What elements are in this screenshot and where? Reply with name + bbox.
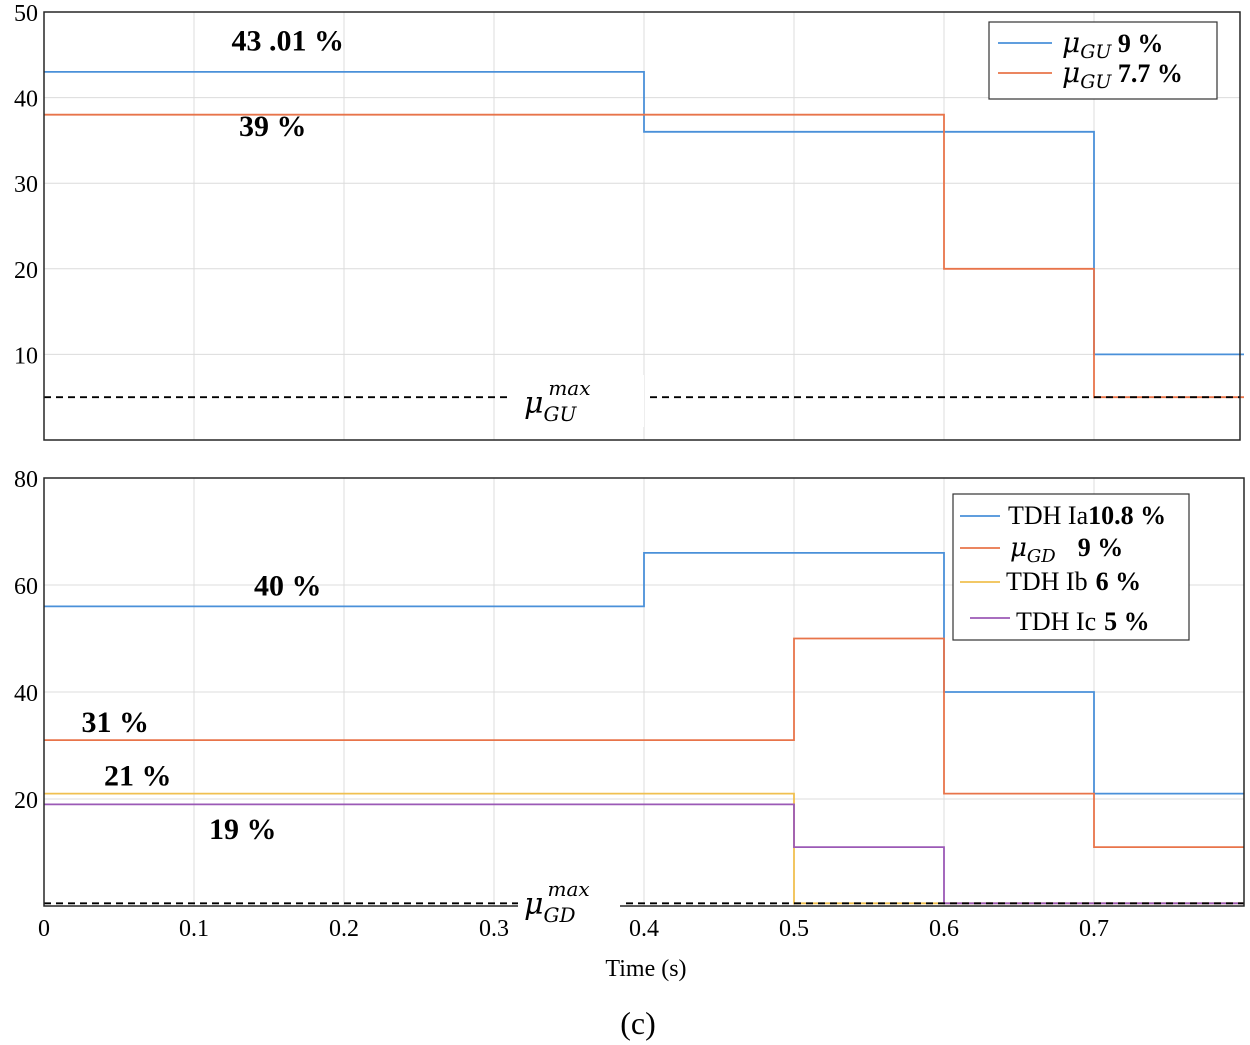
- bot-annotation-21: 21 %: [104, 760, 172, 793]
- top-y-tick-label-50: 50: [14, 1, 38, 27]
- bot-annotation-40: 40 %: [254, 570, 322, 603]
- top-annotation-43-01: 43 .01 %: [232, 25, 345, 58]
- bottom-threshold-label-bg: [518, 876, 620, 928]
- bottom-legend-label-1: TDH Ia10.8 %: [1008, 501, 1166, 530]
- x-tick-label-0-5: 0.5: [779, 916, 809, 942]
- bottom-chart-panel: 20 40 60 80 0 0.1 0.2 0.3 0.4 0.5 0.6 0.7 40 % 31 %…: [14, 467, 1245, 982]
- x-axis-label: Time (s): [605, 956, 686, 982]
- top-y-tick-label-20: 20: [14, 258, 38, 284]
- x-tick-label-0-7: 0.7: [1079, 916, 1109, 942]
- bot-y-tick-label-60: 60: [14, 574, 38, 600]
- top-annotation-39: 39 %: [239, 110, 307, 143]
- bot-series-line-gd-9: [44, 637, 1244, 848]
- top-axes-box: [43, 11, 1241, 441]
- bottom-annotations: 40 % 31 % 21 % 19 %: [82, 570, 322, 846]
- bottom-threshold-label: μGDmax: [524, 877, 590, 927]
- top-legend-label-1: μGU 9 %: [1062, 26, 1163, 63]
- top-annotations: 43 .01 % 39 %: [232, 25, 345, 144]
- bottom-series-group: [44, 552, 1244, 905]
- bot-y-tick-label-80: 80: [14, 467, 38, 493]
- x-tick-label-0-3: 0.3: [479, 916, 509, 942]
- bottom-axes-box: [43, 477, 1245, 907]
- top-threshold-label: μGUmax: [524, 376, 591, 426]
- bottom-y-ticks: 20 40 60 80: [14, 467, 38, 814]
- top-legend: μGU 9 % μGU 7.7 %: [988, 21, 1218, 100]
- top-y-ticks: 10 20 30 40 50: [14, 1, 38, 369]
- bot-annotation-19: 19 %: [209, 813, 277, 846]
- top-threshold-label-bg: [516, 375, 644, 427]
- bottom-legend-box: [952, 493, 1190, 641]
- bot-series-line-tdh-ia-10-8: [44, 552, 1244, 795]
- x-tick-label-0-4: 0.4: [629, 916, 659, 942]
- x-tick-label-0-6: 0.6: [929, 916, 959, 942]
- bottom-x-ticks: 0 0.1 0.2 0.3 0.4 0.5 0.6 0.7: [38, 916, 1109, 942]
- bot-series-line-tdh-ic-5: [44, 803, 1244, 905]
- figure-caption: (c): [620, 1005, 656, 1041]
- x-tick-label-0: 0: [38, 916, 50, 942]
- top-series-line-gu-9: [44, 71, 1244, 356]
- x-tick-label-0-1: 0.1: [179, 916, 209, 942]
- bottom-legend-label-4: TDH Ic 5 %: [1016, 607, 1150, 636]
- top-y-tick-label-40: 40: [14, 87, 38, 113]
- bottom-legend-label-3: TDH Ib 6 %: [1006, 567, 1141, 596]
- bot-y-tick-label-20: 20: [14, 788, 38, 814]
- top-chart-panel: 10 20 30 40 50 43 .01 % 39 % μGUmax μGU 9 % μ…: [14, 1, 1244, 441]
- bot-y-tick-label-40: 40: [14, 681, 38, 707]
- bottom-legend-label-2: μGD 9 %: [1010, 533, 1123, 567]
- bot-annotation-31: 31 %: [82, 706, 150, 739]
- top-legend-box: [988, 21, 1218, 100]
- top-y-tick-label-30: 30: [14, 172, 38, 198]
- top-legend-label-2: μGU 7.7 %: [1062, 56, 1183, 93]
- bottom-legend: TDH Ia10.8 % μGD 9 % TDH Ib 6 % TDH Ic 5 %: [952, 493, 1190, 641]
- x-tick-label-0-2: 0.2: [329, 916, 359, 942]
- top-y-tick-label-10: 10: [14, 343, 38, 369]
